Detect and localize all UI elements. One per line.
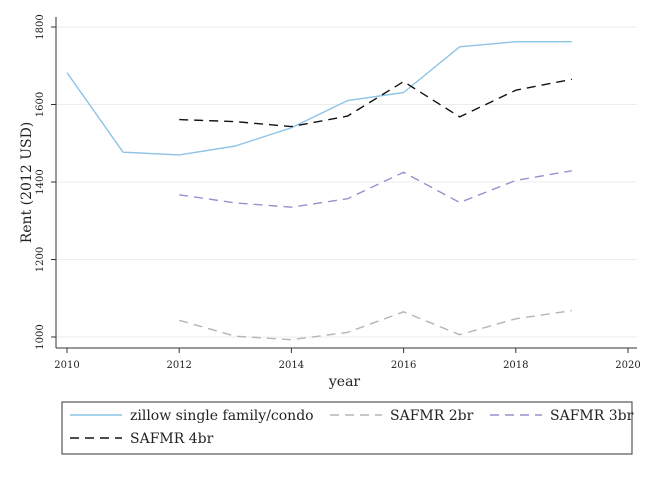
x-tick-label: 2018 xyxy=(503,360,528,371)
legend-label-2: SAFMR 2br xyxy=(390,408,474,424)
legend: zillow single family/condo SAFMR 2br SAFMR… xyxy=(61,401,634,455)
series-line-2 xyxy=(179,309,573,341)
x-tick-label: 2012 xyxy=(166,360,191,371)
series-line-4 xyxy=(179,78,573,128)
x-tick-label: 2010 xyxy=(54,360,79,371)
legend-box xyxy=(61,401,633,455)
x-tick-label: 2020 xyxy=(615,360,640,371)
x-ticks: 2010 2012 2014 2016 2018 2020 xyxy=(54,348,641,371)
x-tick-label: 2014 xyxy=(279,360,304,371)
y-tick-label: 1800 xyxy=(35,14,46,39)
legend-label-1: zillow single family/condo xyxy=(130,408,314,424)
y-tick-label: 1200 xyxy=(35,247,46,272)
y-tick-label: 1400 xyxy=(35,169,46,194)
y-ticks: 1000 1200 1400 1600 1800 xyxy=(35,14,56,350)
legend-label-3: SAFMR 3br xyxy=(550,408,634,424)
series-line-3 xyxy=(179,170,573,208)
series-lines xyxy=(66,41,573,341)
legend-label-4: SAFMR 4br xyxy=(130,431,214,447)
y-tick-label: 1000 xyxy=(35,324,46,349)
x-axis-title: year xyxy=(328,374,361,390)
x-tick-label: 2016 xyxy=(391,360,416,371)
series-line-1 xyxy=(66,41,572,156)
y-tick-label: 1600 xyxy=(35,92,46,117)
grid-lines xyxy=(56,26,637,338)
y-axis-title: Rent (2012 USD) xyxy=(19,122,35,244)
